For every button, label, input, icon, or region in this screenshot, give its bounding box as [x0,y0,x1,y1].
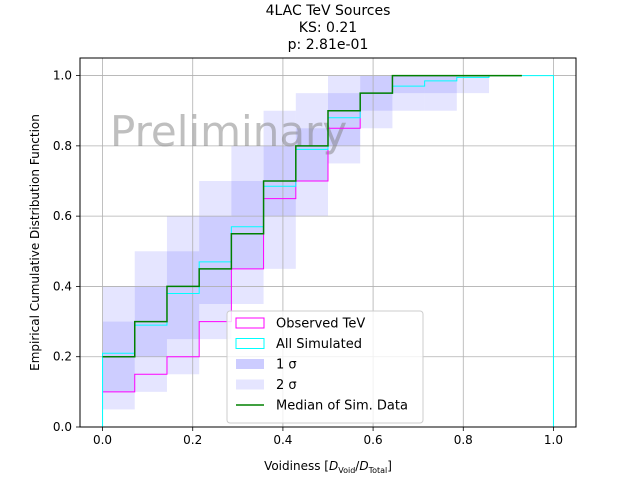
two-sigma-band-9 [392,75,425,111]
two-sigma-band-0 [102,286,135,410]
two-sigma-band-6 [295,93,328,217]
one-sigma-band-9 [392,75,425,94]
series-line-median-of-sim-data [102,74,522,358]
one-sigma-band-4 [231,181,264,269]
two-sigma-band-8 [360,75,393,129]
x-tick-label-4: 0.8 [454,433,473,447]
two-sigma-band-10 [424,75,457,111]
y-tick-label-1: 0.2 [53,350,72,364]
x-axis-label: Voidiness [DVoid/DTotal] [264,459,392,475]
legend-handle-2 [236,379,264,390]
x-tick-label-1: 0.2 [183,433,202,447]
legend-label-median-of-sim-data: Median of Sim. Data [276,399,408,414]
one-sigma-band-10 [424,75,457,94]
x-tick-label-0: 0.0 [93,433,112,447]
chart-title: 4LAC TeV Sources KS: 0.21 p: 2.81e-01 [266,3,391,53]
legend-label-observed-tev: Observed TeV [276,317,365,332]
one-sigma-band-3 [199,216,232,304]
plot-frame [79,57,577,428]
x-tick-label-5: 1.0 [544,433,563,447]
watermark-text: Preliminary [110,107,347,156]
y-axis-ticks: 0.0 0.2 0.4 0.6 0.8 1.0 [53,69,80,434]
series-lines [102,74,554,427]
chart-title-line-3: p: 2.81e-01 [288,37,369,53]
two-sigma-band-5 [263,110,296,269]
one-sigma-band-7 [328,93,361,146]
y-tick-label-3: 0.6 [53,209,72,223]
two-sigma-band-2 [166,216,200,375]
two-sigma-band-7 [328,75,361,164]
legend-handle-all-simulated [235,338,265,349]
legend-handle-1 [236,359,264,369]
y-tick-label-2: 0.4 [53,279,72,293]
two-sigma-band-3 [199,181,232,340]
chart-title-line-1: 4LAC TeV Sources [266,3,391,19]
legend-label-1: 1 σ [276,358,297,373]
two-sigma-band-4 [231,145,264,304]
x-tick-label-3: 0.6 [364,433,383,447]
one-sigma-band-6 [295,128,328,181]
two-sigma-bands [102,75,490,410]
y-axis-label: Empirical Cumulative Distribution Functi… [28,114,42,371]
chart-title-line-2: KS: 0.21 [299,20,357,36]
legend: Observed TeV All Simulated 1 σ 2 σ Median of… [226,310,424,424]
legend-box [226,310,424,424]
legend-handle-observed-tev [235,317,265,329]
y-tick-label-4: 0.8 [53,139,72,153]
legend-label-all-simulated: All Simulated [276,337,362,352]
x-axis-ticks: 0.0 0.2 0.4 0.6 0.8 1.0 [93,427,563,447]
y-tick-label-5: 1.0 [53,69,72,83]
two-sigma-band-11 [456,75,490,94]
legend-label-2: 2 σ [276,378,297,393]
y-tick-label-0: 0.0 [53,420,72,434]
x-tick-label-2: 0.4 [273,433,292,447]
one-sigma-band-2 [166,251,200,340]
